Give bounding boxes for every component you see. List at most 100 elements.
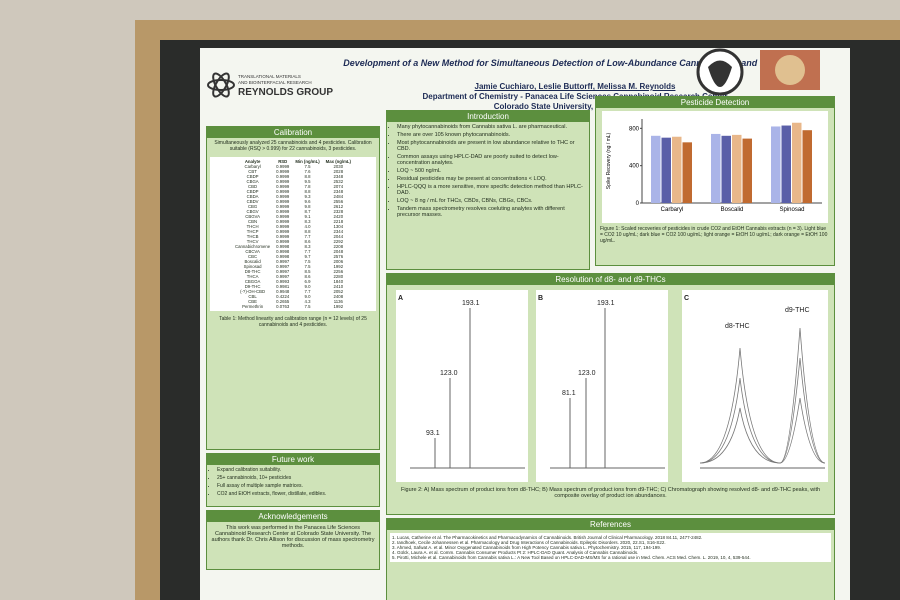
table-wrap: Analyte RSD Min (ng/mL) Max (ng/mL) Carbaryl… (210, 157, 376, 311)
table-row: CBG 0.9999 9.8 2612 (232, 204, 354, 209)
x-tick-label: Spinosad (779, 207, 804, 213)
list-item: Expand calibration suitability. (217, 467, 377, 473)
table-cell: 8.3 (304, 244, 311, 249)
table-cell: 8.7 (304, 209, 311, 214)
table-cell: 2556 (333, 199, 344, 204)
bar-chart: Spike Recovery (ng / mL) 0 400 800 Carbaryl B… (602, 111, 828, 223)
table-cell: 2532 (333, 179, 344, 184)
table-cell: 2256 (333, 269, 344, 274)
table-cell: Carbaryl (244, 164, 261, 169)
table-cell: 1840 (333, 279, 344, 284)
table-cell: CBDP (246, 189, 259, 194)
table-cell: THCV (246, 239, 259, 244)
logos (696, 48, 820, 96)
table-cell: 8.5 (304, 269, 311, 274)
caption: Table 1: Method linearity and calibratio… (219, 316, 367, 328)
table-cell: 7.5 (304, 164, 311, 169)
table-cell: 9.1 (304, 214, 311, 219)
table-cell: 2280 (333, 274, 344, 279)
list-item: LOQ ~ 8 ng / mL for THCs, CBDs, CBNs, CB… (397, 198, 587, 204)
column-header: Min (ng/mL) (295, 159, 320, 164)
table-cell: 8.8 (304, 189, 311, 194)
spectra: A B C 193.1 123.0 93.1 193.1 123.0 81.1 … (390, 288, 831, 484)
table-cell: 9.6 (304, 199, 311, 204)
table-cell: CBCVA (245, 249, 260, 254)
table-row: CBC 0.9998 9.7 2576 (232, 254, 354, 259)
department: Department of Chemistry - Panacea Life S… (422, 92, 728, 101)
table-cell: 9.0 (304, 294, 311, 299)
bar (742, 138, 752, 203)
table-row: CBGVA 0.9999 9.1 2420 (232, 214, 354, 219)
bar (672, 136, 682, 203)
table-row: CBGA 0.9999 9.5 2532 (232, 179, 354, 184)
table-cell: 4.3 (304, 299, 311, 304)
table-cell: THCA (246, 274, 259, 279)
table-cell: CBD (248, 184, 258, 189)
y-tick-label: 400 (629, 164, 640, 170)
peak-label: 93.1 (426, 430, 440, 437)
table-cell: 9.5 (304, 179, 311, 184)
panel-heading: Acknowledgements (207, 511, 379, 522)
reference: 4. Gülck, Laura A. et al. Comm. Cannabis… (392, 550, 639, 555)
table-cell: CBGVA (245, 214, 260, 219)
column-header: RSD (278, 159, 288, 164)
column-header: Max (ng/mL) (325, 159, 351, 164)
logo-group: REYNOLDS GROUP (238, 87, 334, 98)
table-cell: 0.9999 (276, 209, 290, 214)
table-cell: 0.9999 (276, 224, 290, 229)
table-cell: 0.9999 (276, 169, 290, 174)
table-cell: Spinosad (243, 264, 262, 269)
list-item: There are over 105 known phytocannabinoi… (397, 132, 587, 138)
bar (792, 122, 802, 203)
references-panel: References 1. Lucas, Catherine et al. Th… (386, 518, 835, 600)
table-cell: 2408 (333, 294, 344, 299)
panel-heading: Introduction (387, 111, 589, 122)
table-cell: 0.9999 (276, 234, 290, 239)
peak-label: 81.1 (562, 390, 576, 397)
university: Colorado State University, Fort Collins,… (493, 102, 657, 111)
table-row: CBCVA 0.9998 7.7 2048 (232, 249, 354, 254)
table-cell: D8-THC (244, 269, 261, 274)
table-cell: CBE (248, 299, 258, 304)
x-tick-label: Carbaryl (661, 207, 684, 213)
table-row: (-?)-OH-CBD 0.9948 7.7 2052 (232, 289, 354, 294)
future-panel: Future work Expand calibration suitabili… (206, 453, 380, 507)
table-cell: THCP (246, 229, 259, 234)
peak-label: 193.1 (597, 300, 615, 307)
panel-label: A (398, 295, 403, 302)
table-cell: 0.9999 (276, 194, 290, 199)
table-row: Spinosad 0.9997 7.5 1992 (232, 264, 354, 269)
table-cell: 4.0 (304, 224, 311, 229)
list-item: Many phytocannabinoids from Cannabis sat… (397, 124, 587, 130)
table-cell: CBC (248, 254, 258, 259)
table-cell: 0.9999 (276, 199, 290, 204)
table-cell: 2420 (333, 214, 344, 219)
panel-heading: Calibration (207, 127, 379, 138)
table-cell: 1992 (333, 264, 344, 269)
table-cell: 0.9948 (276, 289, 290, 294)
table-cell: 0.9997 (276, 269, 290, 274)
table-cell: 7.7 (304, 249, 311, 254)
table-cell: 7.6 (304, 169, 311, 174)
table-cell: 2074 (333, 184, 344, 189)
table-row: Boscalid 0.9997 7.5 2006 (232, 259, 354, 264)
table-cell: 9.3 (304, 194, 311, 199)
list-item: Full assay of multiple sample matrices. (217, 483, 377, 489)
table-row: THCA 0.9997 8.6 2280 (232, 274, 354, 279)
panel-heading: References (387, 519, 834, 530)
table-cell: 2344 (333, 229, 344, 234)
table-header: Analyte RSD Min (ng/mL) Max (ng/mL) (232, 159, 354, 164)
table-cell: 2328 (333, 209, 344, 214)
table-cell: CBN (248, 219, 258, 224)
table-cell: 0.9999 (276, 189, 290, 194)
panel-heading: Future work (207, 454, 379, 465)
table-cell: 0.9997 (276, 259, 290, 264)
table-row: THCB 0.9999 7.7 2044 (232, 234, 354, 239)
panel-text: This work was performed in the Panacea L… (211, 525, 375, 549)
calibration-panel: Calibration Simultaneously analyzed 25 c… (206, 126, 380, 450)
caption: Figure 1: Scaled recoveries of pesticide… (600, 226, 828, 244)
table-cell: 2410 (333, 284, 344, 289)
bar (661, 137, 671, 203)
table-cell: 0.4224 (276, 294, 290, 299)
